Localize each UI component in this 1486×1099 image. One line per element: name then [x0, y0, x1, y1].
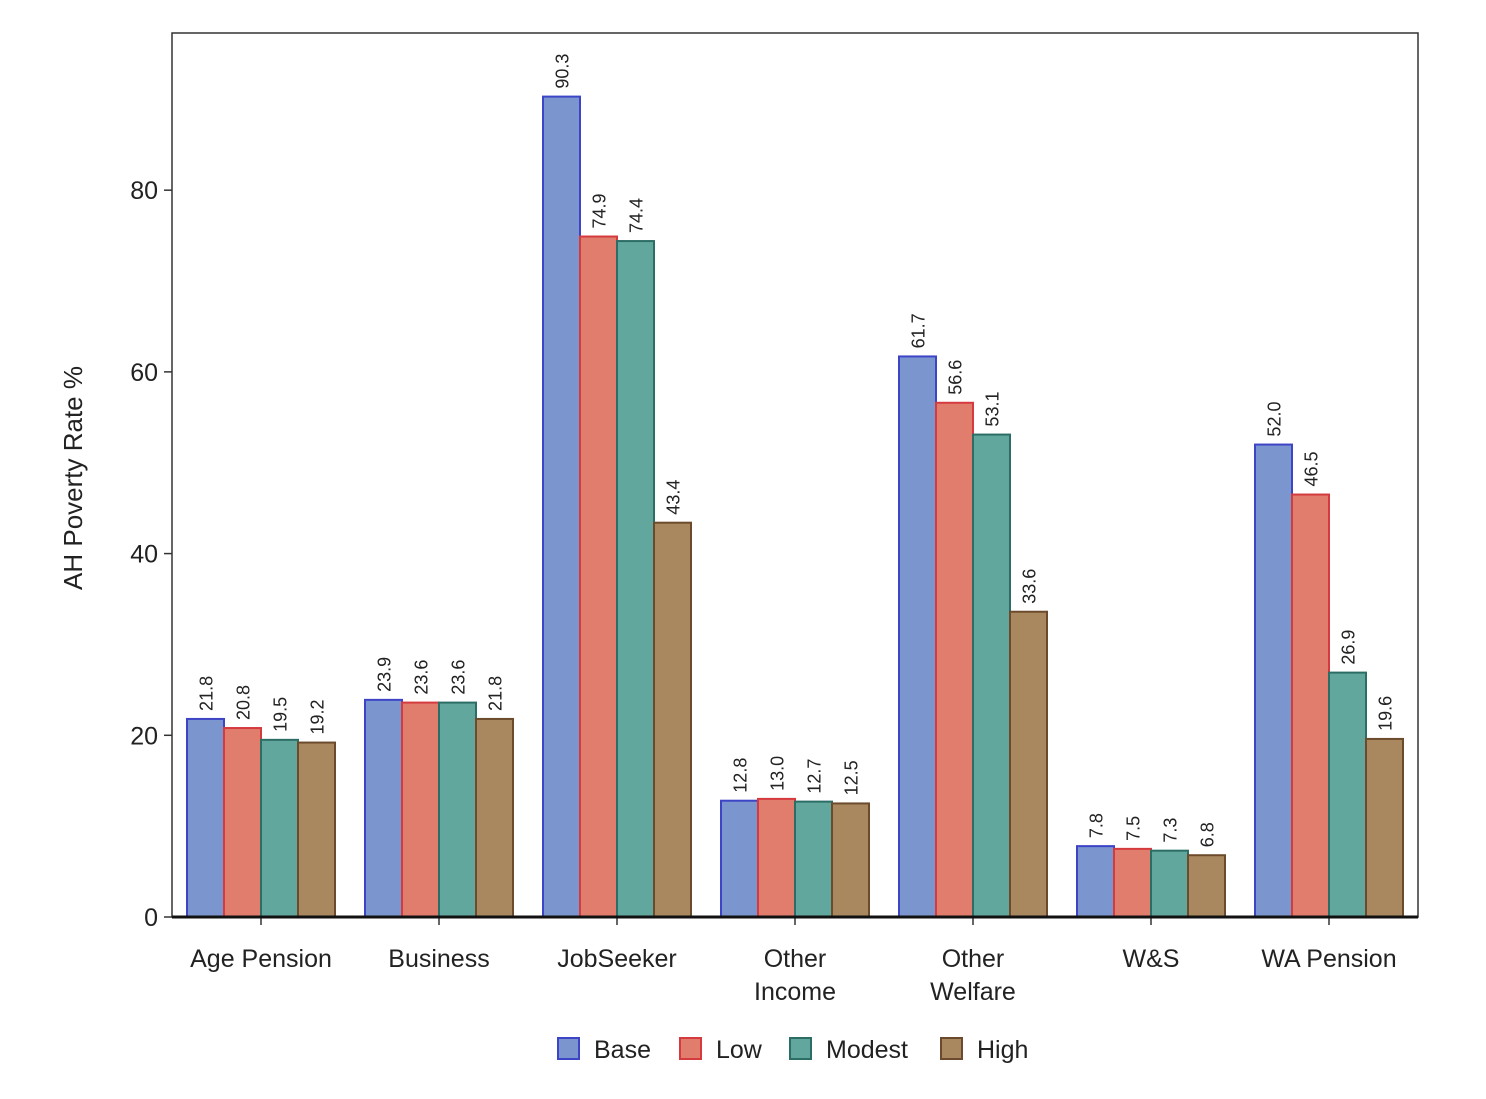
x-tick-label: Other Welfare — [930, 945, 1016, 1006]
bar-high — [831, 802, 870, 919]
bar-low — [1113, 847, 1152, 918]
bar-high — [1009, 610, 1048, 918]
bar-high — [475, 717, 514, 918]
legend-swatch — [789, 1037, 812, 1060]
x-tick-label: Age Pension — [190, 945, 332, 973]
y-tick-label: 40 — [130, 541, 158, 569]
bar-low — [579, 235, 618, 918]
bar-base — [542, 95, 581, 919]
data-label: 12.5 — [842, 760, 862, 795]
x-tick-label: JobSeeker — [557, 945, 677, 973]
data-label: 61.7 — [909, 313, 929, 348]
legend-item-high: High — [940, 1036, 1028, 1064]
bar-low — [401, 701, 440, 919]
data-label: 26.9 — [1339, 630, 1359, 665]
bar-modest — [1150, 849, 1189, 919]
bar-base — [364, 698, 403, 919]
data-label: 23.9 — [375, 657, 395, 692]
data-label: 12.7 — [805, 759, 825, 794]
data-label: 46.5 — [1302, 451, 1322, 486]
data-label: 20.8 — [234, 685, 254, 720]
bar-low — [1291, 493, 1330, 918]
x-tick-label: WA Pension — [1261, 945, 1396, 973]
bar-high — [1187, 854, 1226, 918]
legend-item-low: Low — [679, 1036, 763, 1064]
bar-high — [1365, 737, 1404, 918]
data-label: 52.0 — [1265, 402, 1285, 437]
data-label: 19.5 — [271, 697, 291, 732]
x-tick-label: Other Income — [754, 945, 836, 1006]
bar-high — [653, 521, 692, 918]
data-label: 23.6 — [449, 660, 469, 695]
data-label: 7.3 — [1161, 818, 1181, 843]
bar-modest — [794, 800, 833, 918]
y-tick-label: 0 — [144, 904, 158, 932]
y-tick-label: 20 — [130, 722, 158, 750]
legend-swatch — [940, 1037, 963, 1060]
y-tick-label: 80 — [130, 177, 158, 205]
bar-base — [720, 799, 759, 919]
data-label: 74.4 — [627, 198, 647, 233]
data-label: 21.8 — [197, 676, 217, 711]
legend-label: Low — [716, 1036, 763, 1064]
data-label: 23.6 — [412, 660, 432, 695]
data-label: 7.5 — [1124, 816, 1144, 841]
data-label: 56.6 — [946, 360, 966, 395]
data-label: 33.6 — [1020, 569, 1040, 604]
legend-swatch — [679, 1037, 702, 1060]
data-label: 90.3 — [553, 54, 573, 89]
bar-modest — [438, 701, 477, 919]
x-tick-label: W&S — [1123, 945, 1180, 973]
x-tick-label: Business — [388, 945, 489, 973]
bar-modest — [260, 738, 299, 919]
y-tick-label: 60 — [130, 359, 158, 387]
data-label: 7.8 — [1087, 813, 1107, 838]
legend-label: Modest — [826, 1036, 908, 1064]
data-label: 19.6 — [1376, 696, 1396, 731]
data-label: 13.0 — [768, 756, 788, 791]
bar-modest — [972, 433, 1011, 918]
bar-base — [1076, 845, 1115, 919]
legend-label: Base — [594, 1036, 651, 1064]
bar-low — [935, 401, 974, 918]
bar-base — [186, 717, 225, 918]
data-label: 21.8 — [486, 676, 506, 711]
data-label: 12.8 — [731, 758, 751, 793]
bar-low — [223, 727, 262, 918]
data-label: 6.8 — [1198, 822, 1218, 847]
legend-item-base: Base — [557, 1036, 651, 1064]
data-label: 19.2 — [308, 700, 328, 735]
data-label: 43.4 — [664, 480, 684, 515]
plot-frame — [171, 32, 1419, 918]
data-label: 53.1 — [983, 392, 1003, 427]
bar-base — [1254, 443, 1293, 918]
bar-modest — [1328, 671, 1367, 918]
legend-item-modest: Modest — [789, 1036, 908, 1064]
bar-modest — [616, 240, 655, 918]
y-axis-label: AH Poverty Rate % — [58, 366, 88, 590]
legend-swatch — [557, 1037, 580, 1060]
data-label: 74.9 — [590, 193, 610, 228]
bar-base — [898, 355, 937, 919]
legend-label: High — [977, 1036, 1028, 1064]
bar-low — [757, 797, 796, 918]
bar-high — [297, 741, 336, 919]
